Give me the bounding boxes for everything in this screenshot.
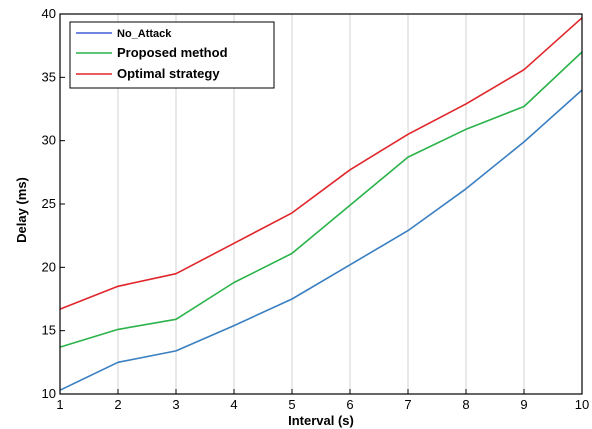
y-tick-label-30: 30 bbox=[42, 133, 56, 148]
legend-label-proposed-method: Proposed method bbox=[117, 45, 228, 60]
series-line-proposed-method bbox=[59, 51, 583, 348]
series-line-no-attack bbox=[59, 89, 583, 391]
x-tick-label-1: 1 bbox=[56, 397, 63, 412]
axis-ticks: 1 2 3 4 5 6 7 8 9 10 10 15 20 25 30 35 40 bbox=[42, 6, 590, 412]
y-tick-label-35: 35 bbox=[42, 69, 56, 84]
x-tick-label-2: 2 bbox=[114, 397, 121, 412]
x-tick-label-6: 6 bbox=[346, 397, 353, 412]
x-tick-label-7: 7 bbox=[404, 397, 411, 412]
x-tick-label-5: 5 bbox=[288, 397, 295, 412]
y-tick-label-20: 20 bbox=[42, 259, 56, 274]
y-tick-label-40: 40 bbox=[42, 6, 56, 21]
y-tick-label-25: 25 bbox=[42, 196, 56, 211]
y-tick-label-15: 15 bbox=[42, 323, 56, 338]
x-tick-label-10: 10 bbox=[575, 397, 589, 412]
x-tick-label-8: 8 bbox=[462, 397, 469, 412]
y-tick-label-10: 10 bbox=[42, 386, 56, 401]
x-axis-title: Interval (s) bbox=[288, 413, 354, 428]
x-tick-label-4: 4 bbox=[230, 397, 237, 412]
series-line-optimal-strategy bbox=[59, 17, 583, 310]
data-series bbox=[59, 17, 583, 391]
y-axis-title: Delay (ms) bbox=[14, 177, 29, 243]
legend-label-no-attack: No_Attack bbox=[117, 28, 172, 40]
legend-label-optimal-strategy: Optimal strategy bbox=[117, 66, 220, 81]
x-tick-label-3: 3 bbox=[172, 397, 179, 412]
x-tick-label-9: 9 bbox=[520, 397, 527, 412]
legend: No_Attack Proposed method Optimal strategy bbox=[69, 21, 275, 89]
